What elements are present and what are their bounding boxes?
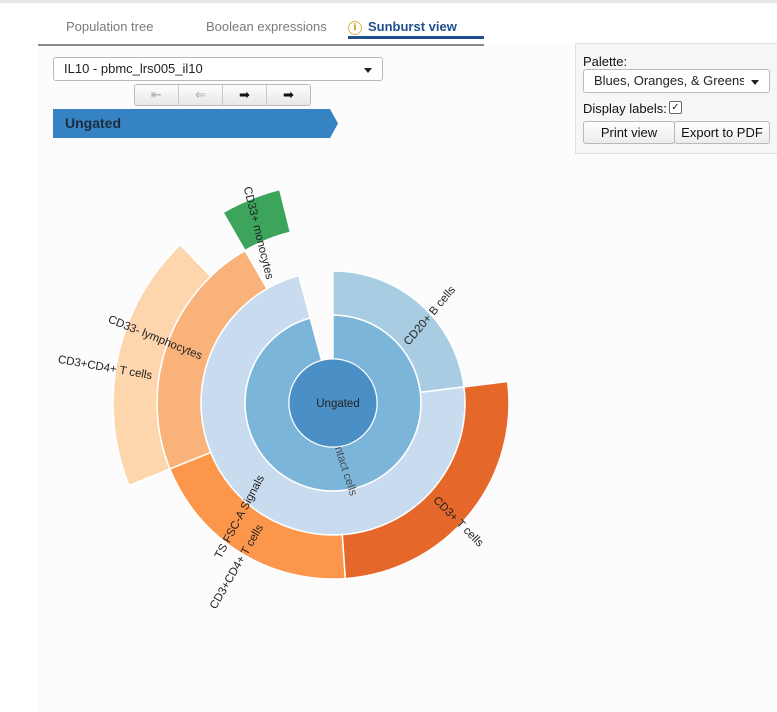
sample-select[interactable]: IL10 - pbmc_lrs005_il10 [53,57,383,81]
chevron-down-icon [364,68,372,73]
first-icon: ⇤ [151,87,162,102]
tab-sunburst-label: Sunburst view [368,19,457,34]
display-labels-label: Display labels: [583,101,667,116]
chevron-down-icon [751,80,759,85]
sunburst-segment-cd3cd4_outer[interactable] [112,243,212,487]
palette-select[interactable]: Blues, Oranges, & Greens [583,69,770,93]
last-icon: ➡ [283,87,294,102]
print-view-button[interactable]: Print view [583,121,675,144]
tab-sunburst-view[interactable]: i Sunburst view [348,14,484,39]
sunburst-segment-mono[interactable] [221,188,292,252]
forward-icon: ➡ [239,87,250,102]
top-border [0,0,777,3]
last-button[interactable]: ➡ [267,85,310,105]
back-button[interactable]: ⇐ [179,85,223,105]
sample-select-value: IL10 - pbmc_lrs005_il10 [64,61,203,76]
forward-button[interactable]: ➡ [223,85,267,105]
export-pdf-button[interactable]: Export to PDF [674,121,770,144]
sunburst-root[interactable] [288,358,378,448]
tab-bar: Population tree Boolean expressions i Sun… [38,14,484,46]
first-button[interactable]: ⇤ [135,85,179,105]
palette-label: Palette: [583,54,628,69]
display-labels-checkbox[interactable]: ✓ [669,101,682,114]
palette-select-value: Blues, Oranges, & Greens [594,73,744,88]
tab-population-tree[interactable]: Population tree [66,19,154,34]
breadcrumb-ungated[interactable]: Ungated [53,109,338,138]
tab-boolean-expressions[interactable]: Boolean expressions [206,19,327,34]
back-icon: ⇐ [195,87,206,102]
info-icon: i [348,21,362,35]
options-panel: Palette: Blues, Oranges, & Greens Displa… [575,43,777,154]
navigation-buttons: ⇤ ⇐ ➡ ➡ [134,84,311,106]
sunburst-root-label: Ungated [316,398,359,410]
